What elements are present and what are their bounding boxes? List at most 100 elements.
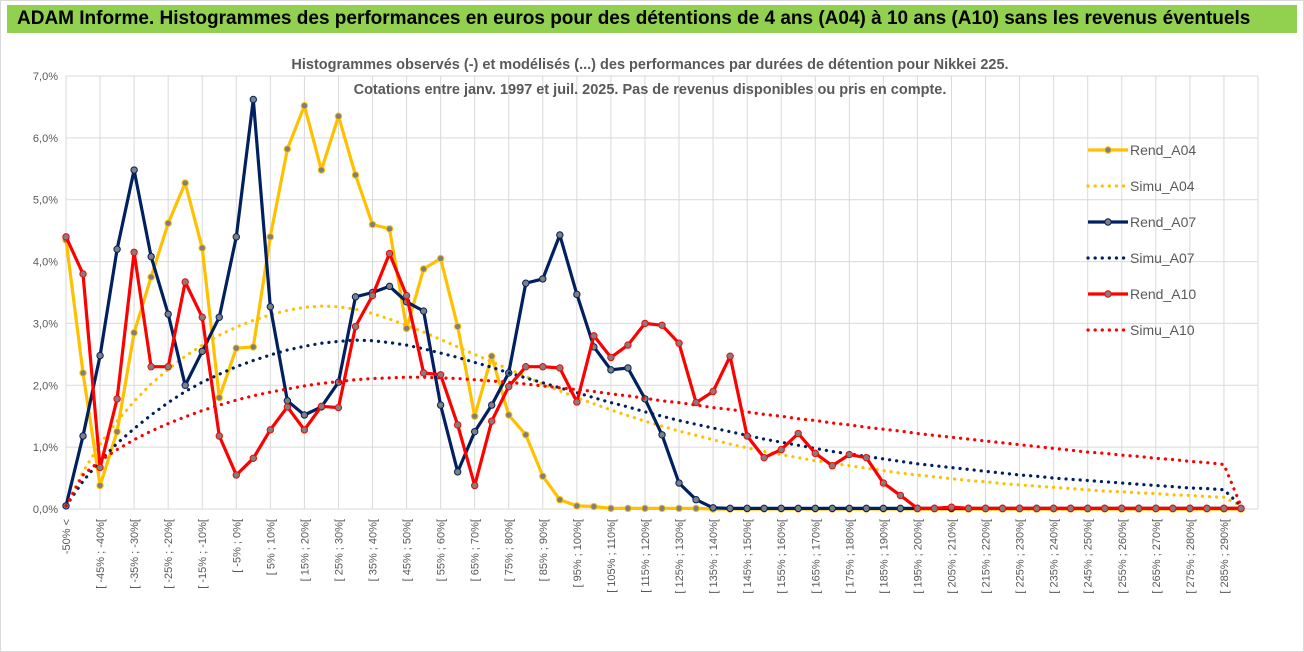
data-point [658,321,666,329]
legend-item: Simu_A10 [1086,322,1195,338]
data-point [402,291,411,300]
data-point [470,481,479,490]
x-tick-label: [ 225% ; 230%[ [1015,519,1027,594]
x-tick-label: [ 65% ; 70%[ [470,519,482,581]
x-tick-label: [ 115% ; 120%[ [640,519,652,593]
data-point [130,248,138,256]
data-point [624,504,632,513]
data-point [215,393,223,402]
data-point [709,387,717,396]
data-point [556,364,564,372]
data-point [692,496,700,504]
x-tick-label: [ 245% ; 250%[ [1083,519,1095,594]
data-point [419,307,428,315]
data-point [658,504,666,513]
data-point [1101,504,1109,513]
data-point [845,504,854,513]
data-point [777,504,785,513]
x-tick-label: [ 45% ; 50%[ [402,519,414,581]
data-point [522,431,530,439]
data-point [505,411,513,419]
x-axis-ticks: -50% < [ -45% ; -40%[[ -35% ; -30%[[ -25%… [61,519,1231,594]
data-point [488,417,496,425]
series-simu-a04 [64,304,1243,508]
data-point [283,397,292,405]
data-point [709,504,717,512]
series-line [64,236,1241,510]
data-point [573,398,581,406]
x-tick-label: [ 55% ; 60%[ [436,519,448,581]
data-point [368,291,377,300]
data-point [488,401,496,409]
data-point [505,382,513,391]
data-point [607,353,615,362]
chart-legend: Rend_A04 Simu_A04 Rend_A07 Simu_A07 Rend_A10… [1086,142,1196,338]
data-point [198,244,206,252]
legend-label: Simu_A07 [1130,250,1195,266]
data-point [743,504,751,513]
data-point [828,462,836,470]
data-point [624,364,632,372]
data-point [164,219,172,227]
x-tick-label: [ 215% ; 220%[ [981,519,993,594]
data-point [658,431,666,439]
x-tick-label: [ 95% ; 100%[ [572,519,584,588]
data-point [419,265,428,273]
data-point [266,426,275,434]
data-point [1186,504,1194,513]
data-point [130,329,138,337]
data-point [879,504,888,513]
x-tick-label: [ -45% ; -40%[ [95,519,107,589]
data-point [590,332,598,340]
data-point [249,454,258,462]
data-point [232,471,240,479]
data-point [317,166,326,174]
data-point [470,412,479,420]
data-point [1066,504,1075,513]
y-tick-label: 5,0% [33,195,58,207]
x-tick-label: [ 265% ; 270%[ [1151,519,1163,594]
data-point [675,504,683,513]
x-tick-label: [ 255% ; 260%[ [1117,519,1129,594]
x-tick-label: [ 195% ; 200%[ [912,519,924,594]
x-tick-label: -50% < [61,519,73,554]
series-simu-a07 [64,338,1243,508]
chart-series [62,95,1245,513]
data-point [453,468,462,476]
x-tick-label: [ 25% ; 30%[ [333,519,345,581]
data-point [249,95,258,104]
data-point [556,496,564,504]
data-point [266,303,275,311]
data-point [726,352,734,360]
data-point [896,491,905,500]
data-point [1169,504,1177,513]
y-tick-label: 6,0% [33,133,58,145]
data-point [862,453,871,462]
y-tick-label: 1,0% [33,442,58,454]
data-point [351,322,360,331]
y-axis-ticks: 0,0% 1,0% 2,0% 3,0% 4,0% 5,0% 6,0% 7,0% [33,71,58,516]
data-point [828,504,836,513]
x-tick-label: [ 35% ; 40%[ [368,519,380,581]
data-point [283,403,292,411]
data-point [402,324,411,333]
data-point [913,504,922,513]
legend-label: Simu_A04 [1130,178,1195,194]
data-point [930,504,939,513]
data-point [300,101,309,110]
legend-item: Simu_A04 [1086,178,1195,194]
y-tick-label: 0,0% [33,504,58,516]
legend-label: Simu_A10 [1130,322,1195,338]
data-point [641,504,649,513]
data-point [198,313,206,321]
data-point [1135,504,1143,513]
x-tick-label: [ 75% ; 80%[ [504,519,516,581]
data-point [1237,504,1245,513]
data-point [113,395,121,403]
banner-title: ADAM Informe. Histogrammes des performan… [17,8,1251,29]
data-point [607,504,615,513]
data-point [368,220,377,229]
data-point [79,369,87,377]
x-tick-label: [ -25% ; -20%[ [163,519,175,589]
